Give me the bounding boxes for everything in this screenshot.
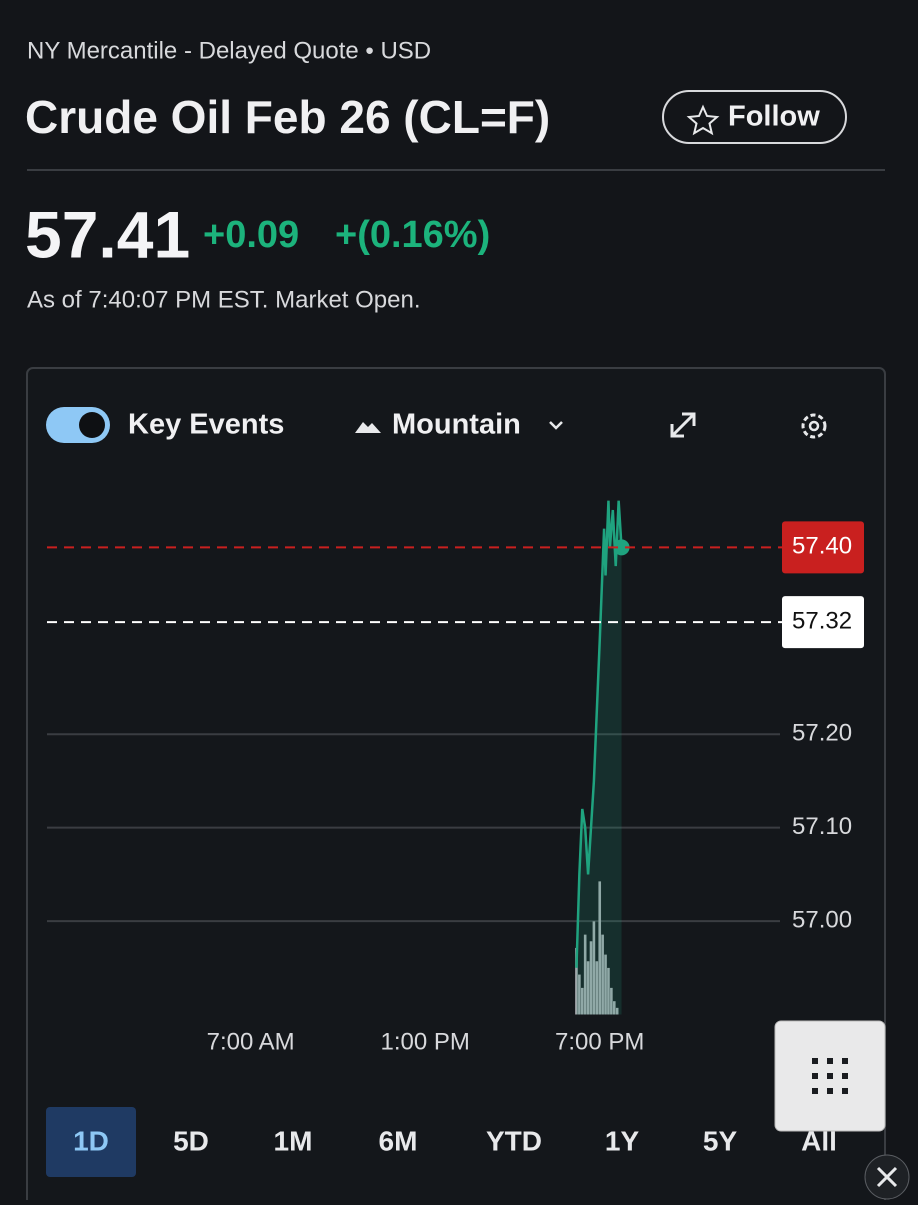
x-tick-label: 7:00 AM <box>207 1028 295 1055</box>
volume-bar <box>598 881 602 1015</box>
volume-bar <box>607 967 610 1015</box>
volume-bar <box>586 961 590 1015</box>
key-events-label: Key Events <box>128 409 284 441</box>
as-of: As of 7:40:07 PM EST. Market Open. <box>27 286 421 313</box>
range-button[interactable]: 5Y <box>703 1125 738 1156</box>
gear <box>801 413 827 439</box>
volume-bar <box>604 954 607 1015</box>
follow-button[interactable]: Follow <box>662 90 847 144</box>
volume-bar <box>612 1001 616 1015</box>
volume-bar <box>578 974 581 1015</box>
change: +0.09 <box>203 214 299 256</box>
volume-bar <box>595 961 599 1015</box>
range-bar: 1D 5D 1M 6M YTD 1Y 5Y All <box>46 1107 837 1177</box>
follow-label: Follow <box>728 101 820 133</box>
range-button[interactable]: 1M <box>274 1125 313 1156</box>
price-line <box>575 500 623 968</box>
plot: 57.00 57.10 57.20 7:00 AM 1:00 PM 7:00 PM 57.4… <box>47 500 864 1055</box>
y-tick-label: 57.20 <box>792 720 852 747</box>
close-x <box>876 1166 898 1188</box>
range-selected <box>46 1107 136 1177</box>
volume-bar <box>592 921 596 1015</box>
chart-type-menu[interactable]: Mountain <box>355 409 563 441</box>
price: 57.41 <box>25 197 190 271</box>
range-button[interactable]: 1Y <box>605 1125 640 1156</box>
range-button[interactable]: 5D <box>173 1125 209 1156</box>
volume-bar <box>575 947 578 1015</box>
range-button[interactable]: YTD <box>486 1125 542 1156</box>
reference-box <box>782 596 864 649</box>
settings-icon[interactable] <box>801 413 827 439</box>
chevron <box>549 421 563 430</box>
toggle-knob <box>79 412 105 438</box>
expand-icon[interactable] <box>670 412 696 438</box>
mountain-icon <box>355 422 381 433</box>
title: Crude Oil Feb 26 (CL=F) <box>25 91 550 143</box>
volume-bar <box>589 941 593 1015</box>
star-icon <box>686 104 720 136</box>
reference-label: 57.32 <box>792 607 852 634</box>
chart-panel <box>26 367 886 1205</box>
close-button[interactable] <box>864 1154 910 1200</box>
exchange: NY Mercantile - Delayed Quote • USD <box>27 37 431 64</box>
volume-bar <box>610 987 613 1015</box>
x-tick-label: 7:00 PM <box>555 1028 644 1055</box>
x-tick-label: 1:00 PM <box>380 1028 469 1055</box>
range-button[interactable]: 1D <box>73 1125 109 1156</box>
volume-bar <box>580 987 584 1015</box>
grid-dots <box>812 1058 848 1094</box>
last-point <box>613 539 630 556</box>
change-pct: +(0.16%) <box>335 214 490 256</box>
volume-bar <box>601 934 604 1015</box>
follow-outline <box>662 90 847 144</box>
gear-hub <box>808 420 820 432</box>
y-tick-label: 57.10 <box>792 813 852 840</box>
volume-bar <box>583 934 587 1015</box>
mountain-area <box>576 500 622 1015</box>
y-tick-label: 57.00 <box>792 906 852 933</box>
range-button[interactable]: 6M <box>379 1125 418 1156</box>
volume-bar <box>615 1007 619 1015</box>
key-events-toggle[interactable] <box>46 407 110 443</box>
reference-box <box>782 521 864 574</box>
indicator-button[interactable] <box>774 1020 886 1132</box>
chart-type-label: Mountain <box>392 409 521 441</box>
reference-label: 57.40 <box>792 533 852 560</box>
